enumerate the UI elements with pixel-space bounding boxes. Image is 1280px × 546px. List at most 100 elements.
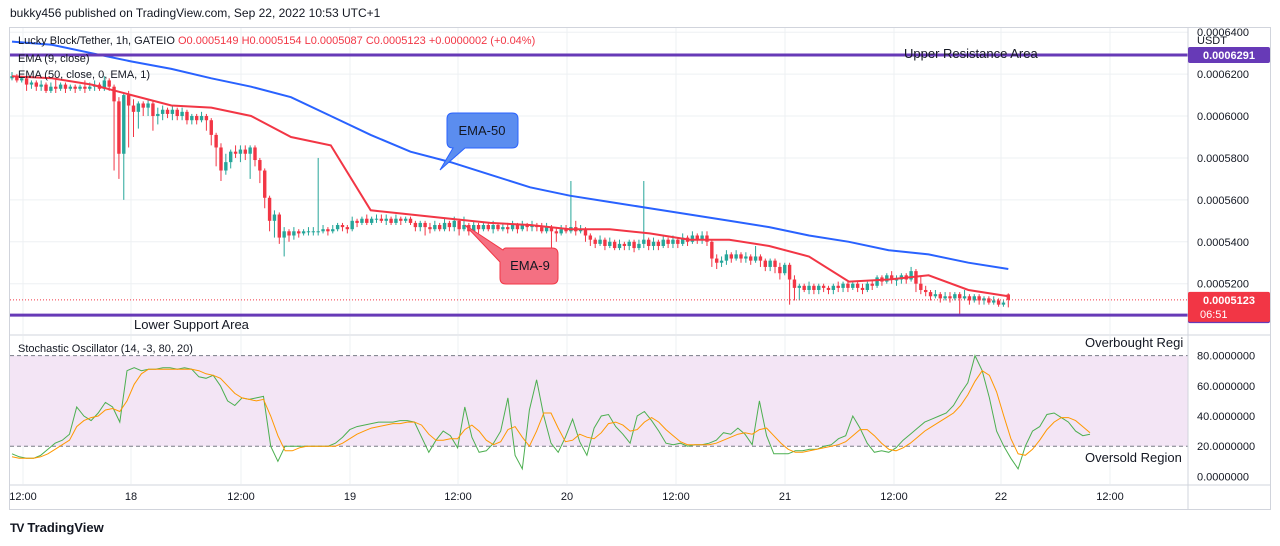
candle-body [209,120,213,135]
candle-body [267,197,272,221]
candle-body [506,227,510,230]
candle-body [710,241,714,259]
chart-frame [9,27,1271,510]
legend-main: Lucky Block/Tether, 1h, GATEIO O0.000514… [18,35,535,47]
candle-body [783,264,787,274]
candle-body [170,109,175,114]
candle-body [778,266,782,274]
candle-body [578,229,583,232]
candle-body [496,225,500,230]
price-tick-label: 0.0005600 [1197,195,1249,207]
candle-body [802,285,806,290]
publisher-line: bukky456 published on TradingView.com, S… [10,6,381,20]
candle-body [413,222,418,228]
candle-body [408,218,413,223]
candle-body [919,283,923,290]
candle-body [690,235,695,242]
candle-body [15,76,19,81]
candle-body [277,214,281,238]
candle-body [194,116,199,121]
candle-body [627,241,631,246]
candle-body [107,80,111,87]
candle-body [510,225,515,230]
candle-body [156,113,160,117]
candle-body [326,229,330,232]
candle-body [287,231,291,236]
candle-body [987,298,991,303]
candle-body [350,220,354,230]
candle-body [54,86,58,89]
candle-body [977,296,981,301]
candle-body [306,231,311,233]
time-tick-label: 12:00 [9,491,37,503]
candle-body [739,254,743,259]
candle-body [967,296,972,301]
candle-body [962,296,967,299]
candle-body [923,289,928,293]
countdown-text: 06:51 [1200,309,1228,321]
candle-body [214,134,218,148]
candle-body [938,294,942,299]
candle-body [608,241,612,246]
candle-body [335,225,340,230]
candle-body [705,235,709,242]
candle-body [20,78,24,81]
candle-body [369,218,374,223]
candle-body [219,147,223,171]
candle-body [146,103,150,108]
candle-body [646,239,651,246]
candle-body [224,162,228,171]
candle-body [768,260,772,267]
tradingview-footer[interactable]: TV TradingView [10,520,104,535]
candle-body [282,231,286,238]
candle-body [175,109,179,117]
candle-body [253,147,257,161]
level-price-tag-text: 0.0006291 [1203,50,1255,62]
time-tick-label: 12:00 [444,491,472,503]
time-tick-label: 18 [125,491,137,503]
candle-body [491,225,495,230]
last-price-text: 0.0005123 [1203,295,1255,307]
candle-body [10,76,14,79]
candle-body [394,218,398,223]
stoch-d-line [11,368,1091,459]
candle-body [846,283,850,288]
candle-body [972,296,976,301]
candle-body [126,95,131,106]
candle-body [258,160,262,171]
time-tick-label: 12:00 [662,491,690,503]
candle-body [734,254,738,259]
candle-body [311,231,316,233]
candle-body [826,287,831,290]
candle-body [29,82,34,85]
candle-body [598,239,602,244]
candle-body [564,229,568,232]
legend-stochastic: Stochastic Oscillator (14, -3, 80, 20) [18,343,193,355]
candle-body [695,235,699,240]
time-tick-label: 12:00 [1096,491,1124,503]
candle-body [117,101,121,154]
ema9-callout [464,224,559,285]
candle-body [860,287,865,290]
candle-body [622,243,627,246]
candle-body [885,275,889,282]
legend-close: C0.0005123 [365,35,426,47]
stoch-tick-label: 0.0000000 [1197,471,1249,483]
candle-body [715,258,719,263]
candle-body [797,285,802,288]
candle-body [894,279,899,281]
candle-body [238,149,243,154]
candle-body [540,227,544,232]
candle-body [292,231,296,236]
last-price-tag [1188,291,1270,322]
candle-body [403,218,408,221]
candle-body [136,103,141,112]
candle-body [583,229,588,236]
candle-body [515,225,520,230]
level-price-tag [1188,47,1270,64]
candle-body [642,239,646,244]
candle-body [399,218,403,221]
candle-body [865,283,870,290]
candle-body [671,239,675,244]
